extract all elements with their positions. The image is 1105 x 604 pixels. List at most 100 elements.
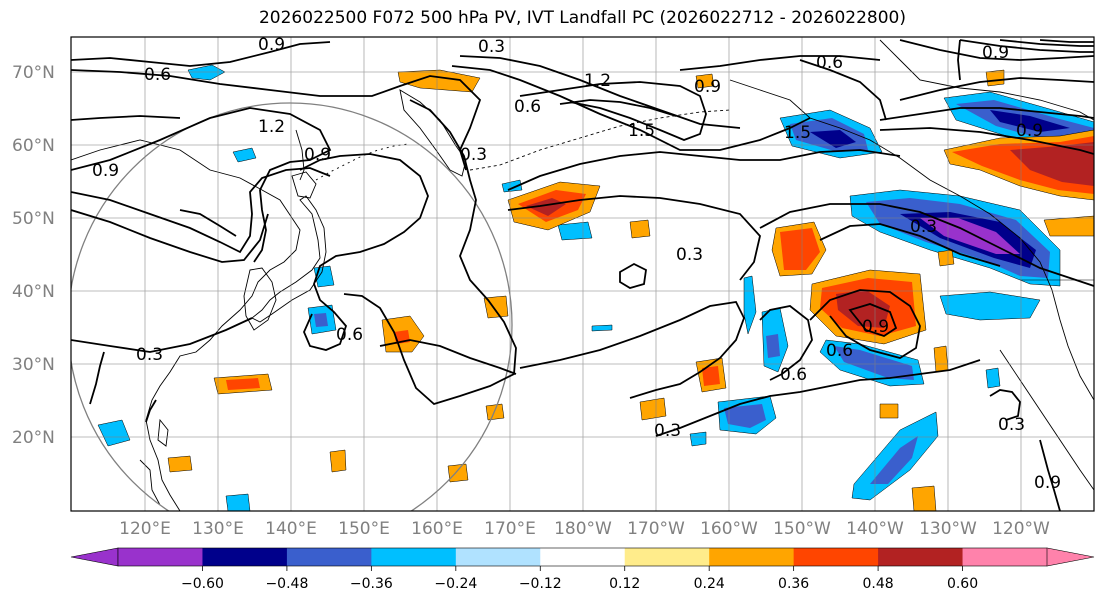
lat-label: 30°N xyxy=(12,355,55,375)
lon-label: 170°W xyxy=(627,519,685,539)
map-frame xyxy=(71,37,1094,511)
negative-anomaly-patch xyxy=(743,275,757,335)
contour-label: 0.6 xyxy=(780,365,807,385)
positive-anomaly-patch xyxy=(780,228,820,270)
colorbar-segment xyxy=(455,548,541,566)
aleutian-islands xyxy=(469,109,731,171)
contour-label: 0.6 xyxy=(514,97,541,117)
negative-anomaly-patch xyxy=(501,179,523,193)
contour-label: 0.9 xyxy=(1016,121,1043,141)
positive-anomaly-patch xyxy=(639,397,667,421)
positive-anomaly-patch xyxy=(485,403,505,421)
shaded-anomaly-layer xyxy=(97,64,1094,511)
asia-coastline xyxy=(71,139,301,511)
map-title: 2026022500 F072 500 hPa PV, IVT Landfall… xyxy=(258,8,906,28)
contour-label: 1.2 xyxy=(584,71,611,91)
positive-anomaly-patch xyxy=(447,463,469,483)
hokkaido-coastline xyxy=(291,171,317,199)
lon-label: 160°E xyxy=(411,519,463,539)
negative-anomaly-patch xyxy=(187,64,226,81)
colorbar-tick-label: −0.60 xyxy=(181,576,224,592)
pv-contour xyxy=(71,41,331,67)
lat-label: 50°N xyxy=(12,209,55,229)
negative-anomaly-patch xyxy=(724,404,766,428)
contour-label: 0.3 xyxy=(910,217,937,237)
contour-label: 0.9 xyxy=(982,43,1009,63)
positive-anomaly-patch xyxy=(1043,215,1094,237)
colorbar: −0.60 −0.48 −0.36 −0.24 −0.12 0.12 0.24 0.36 0.4… xyxy=(70,547,1095,592)
contour-label: 0.3 xyxy=(654,421,681,441)
pv-contour xyxy=(848,303,898,337)
pv-contour xyxy=(759,305,813,381)
pv-contour xyxy=(899,39,1094,61)
pv-contour xyxy=(957,39,961,81)
pv-contour xyxy=(809,289,921,359)
pv-contour xyxy=(519,81,707,141)
lon-label: 160°W xyxy=(700,519,758,539)
negative-anomaly-patch xyxy=(232,147,257,163)
negative-anomaly-patch xyxy=(591,324,613,332)
pv-contour xyxy=(679,55,881,71)
colorbar-tick-label: −0.36 xyxy=(350,576,393,592)
lat-label: 40°N xyxy=(12,282,55,302)
pv-contour xyxy=(71,317,253,353)
negative-anomaly-patch xyxy=(990,110,1070,132)
pv-contours xyxy=(71,39,1094,511)
negative-anomaly-patch xyxy=(766,334,780,358)
positive-anomaly-patch xyxy=(629,219,651,239)
pv-contour xyxy=(179,209,237,237)
taiwan-coastline xyxy=(157,418,169,447)
contour-label: 0.6 xyxy=(826,341,853,361)
lat-label: 20°N xyxy=(12,428,55,448)
colorbar-outline xyxy=(117,547,1048,567)
contour-label: 0.9 xyxy=(92,161,119,181)
colorbar-segment xyxy=(371,548,457,566)
pv-contour xyxy=(879,107,1094,121)
mexico-coastline xyxy=(999,349,1094,491)
positive-anomaly-patch xyxy=(167,455,193,473)
contour-label: 0.3 xyxy=(136,345,163,365)
positive-anomaly-patch xyxy=(1010,142,1094,186)
colorbar-segment xyxy=(540,548,626,566)
contour-label: 1.5 xyxy=(628,121,655,141)
lon-label: 120°E xyxy=(119,519,171,539)
contour-label: 0.9 xyxy=(862,317,889,337)
pv-contour xyxy=(899,77,1094,101)
alaska-coastline xyxy=(729,79,1094,401)
pv-contour xyxy=(1039,439,1061,511)
negative-anomaly-patch xyxy=(985,367,1001,389)
lon-label: 140°W xyxy=(846,519,904,539)
colorbar-tick-label: 0.24 xyxy=(694,576,725,592)
pv-contour xyxy=(799,59,887,121)
contour-label: 0.9 xyxy=(304,145,331,165)
colorbar-tick-label: −0.48 xyxy=(265,576,308,592)
negative-anomaly-patch xyxy=(939,291,1041,321)
colorbar-segment xyxy=(118,548,203,566)
colorbar-segment xyxy=(878,548,964,566)
lon-label: 150°W xyxy=(773,519,831,539)
colorbar-tick-label: 0.60 xyxy=(947,576,978,592)
lat-label: 60°N xyxy=(12,136,55,156)
positive-anomaly-patch xyxy=(226,378,260,390)
lon-label: 140°E xyxy=(265,519,317,539)
contour-label: 1.2 xyxy=(258,117,285,137)
colorbar-tick-label: −0.12 xyxy=(519,576,562,592)
pv-contour xyxy=(819,223,1001,267)
negative-anomaly-patch xyxy=(810,130,856,148)
positive-anomaly-patch xyxy=(702,366,720,386)
pv-contour xyxy=(71,69,482,171)
pv-contour xyxy=(519,301,745,399)
pv-contour xyxy=(759,203,1094,287)
colorbar-segment xyxy=(202,548,288,566)
landfall-region-circle xyxy=(71,102,513,511)
pv-contour xyxy=(71,209,269,263)
contour-label-layer: 0.9 0.3 0.6 1.2 0.9 0.6 1.5 0.6 0.9 1.5 … xyxy=(92,37,1061,493)
pv-contour xyxy=(619,262,647,289)
pv-contour xyxy=(989,389,1021,421)
pv-contour xyxy=(379,339,517,375)
pv-contour xyxy=(559,99,677,117)
negative-anomaly-patch xyxy=(870,436,918,484)
map-border xyxy=(70,36,1095,512)
negative-anomaly-patch xyxy=(225,493,251,511)
